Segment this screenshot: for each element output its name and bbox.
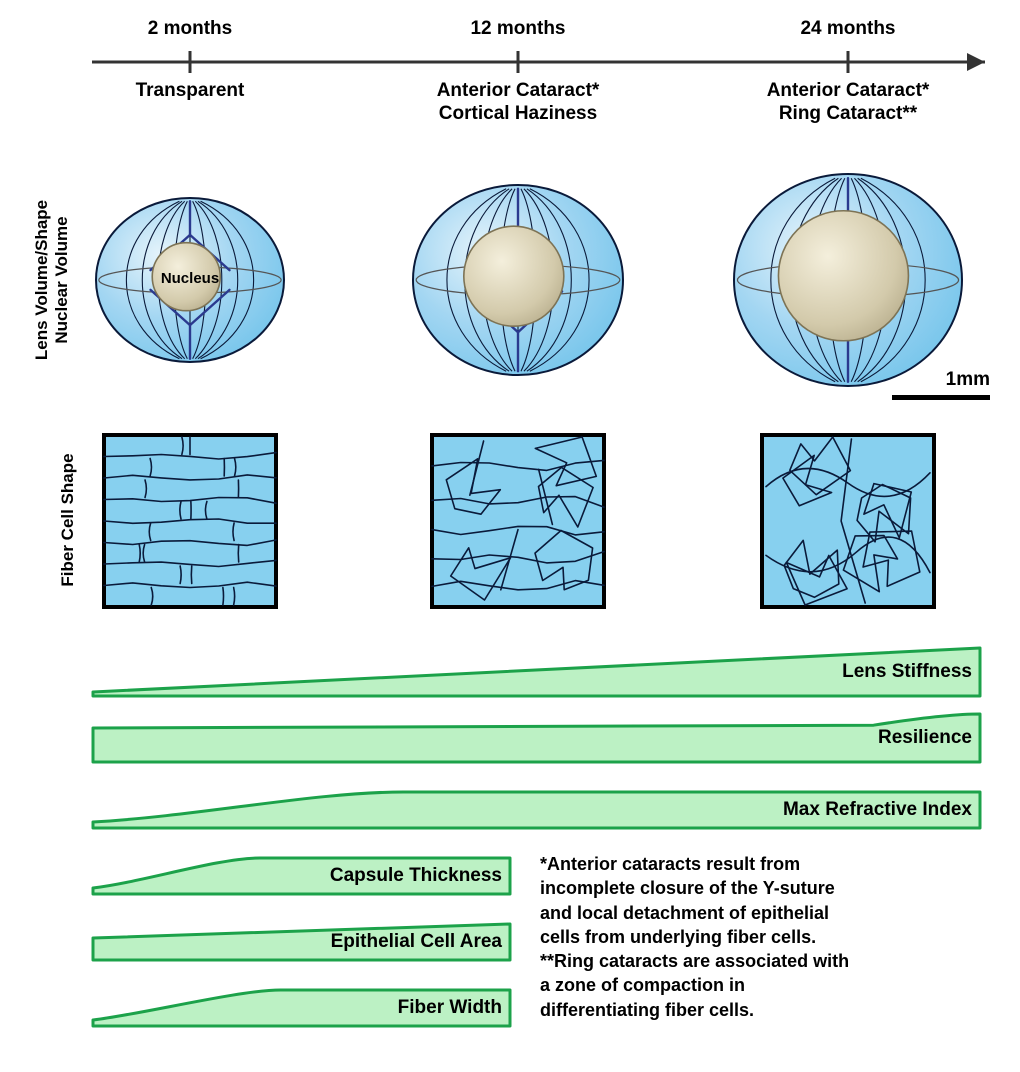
wedge-bar-label-4: Epithelial Cell Area	[242, 931, 502, 954]
lens-diagram-2	[724, 164, 972, 396]
nucleus-label: Nucleus	[150, 270, 230, 288]
lens-row-label: Lens Volume/Shape Nuclear Volume	[32, 180, 72, 380]
scale-bar	[892, 395, 994, 404]
timeline-state-0: Transparent	[60, 80, 320, 103]
timeline-state-1: Anterior Cataract* Cortical Haziness	[388, 80, 648, 126]
wedge-bar-label-0: Lens Stiffness	[712, 661, 972, 684]
wedge-bar-label-1: Resilience	[712, 727, 972, 750]
fiber-tile-0	[99, 430, 281, 612]
lens-diagram-1	[403, 175, 633, 385]
fiber-row-label: Fiber Cell Shape	[58, 440, 78, 600]
footnote-text: *Anterior cataracts result from incomple…	[540, 852, 990, 1022]
timeline-month-0: 2 months	[110, 18, 270, 41]
wedge-bar-label-3: Capsule Thickness	[242, 865, 502, 888]
wedge-bar-label-2: Max Refractive Index	[712, 799, 972, 822]
wedge-bar-label-5: Fiber Width	[242, 997, 502, 1020]
figure-root: 2 months Transparent 12 months Anterior Cat…	[0, 0, 1020, 1072]
fiber-tile-1	[427, 430, 609, 612]
scale-bar-label: 1mm	[930, 369, 990, 392]
timeline-month-2: 24 months	[768, 18, 928, 41]
fiber-tile-2	[757, 430, 939, 612]
timeline-month-1: 12 months	[438, 18, 598, 41]
timeline-state-2: Anterior Cataract* Ring Cataract**	[718, 80, 978, 126]
